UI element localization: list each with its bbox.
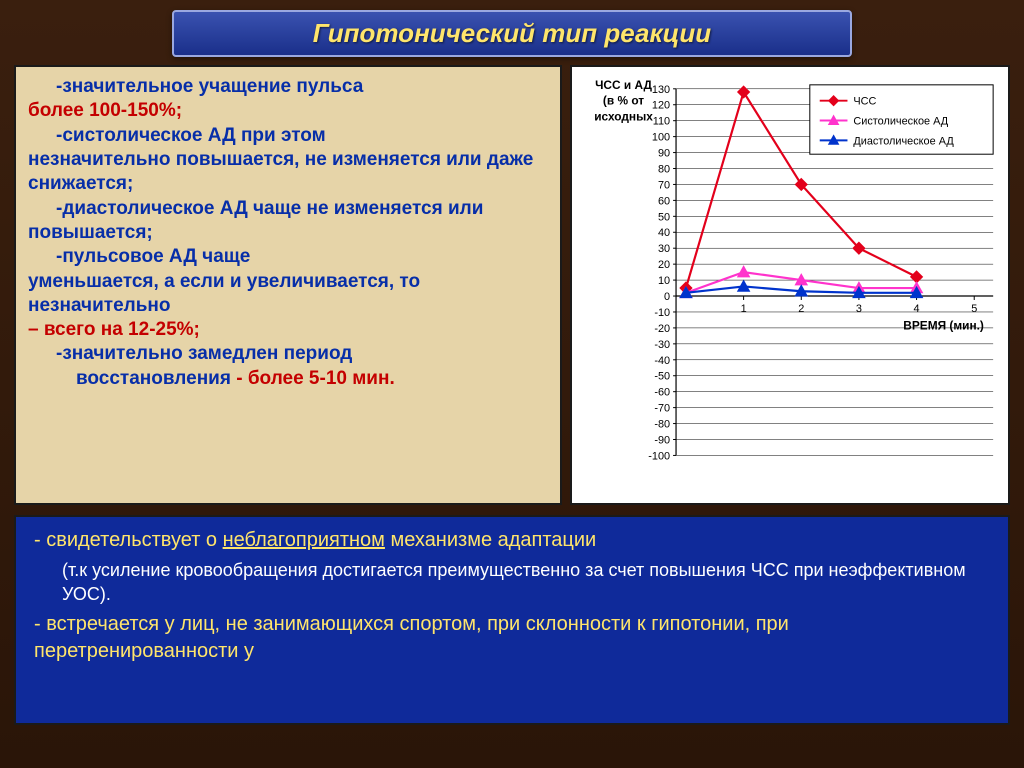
- tp-l1b: более 100-150%;: [28, 100, 182, 121]
- svg-text:-50: -50: [654, 371, 670, 383]
- svg-text:100: 100: [652, 132, 670, 144]
- svg-text:-20: -20: [654, 323, 670, 335]
- svg-text:50: 50: [658, 211, 670, 223]
- svg-text:4: 4: [914, 303, 920, 315]
- svg-text:-40: -40: [654, 355, 670, 367]
- svg-text:80: 80: [658, 163, 670, 175]
- tp-l2b: незначительно повышается, не изменяется …: [28, 149, 533, 194]
- slide: Гипотонический тип реакции -значительное…: [0, 0, 1024, 768]
- f1a: - свидетельствует о: [34, 529, 223, 551]
- svg-text:-30: -30: [654, 339, 670, 351]
- svg-text:ЧСС и АД: ЧСС и АД: [595, 78, 652, 92]
- tp-l1a: -значительное учащение пульса: [56, 76, 363, 97]
- svg-text:-70: -70: [654, 403, 670, 415]
- svg-text:70: 70: [658, 179, 670, 191]
- svg-text:-90: -90: [654, 434, 670, 446]
- svg-text:-60: -60: [654, 387, 670, 399]
- svg-text:ВРЕМЯ (мин.): ВРЕМЯ (мин.): [903, 319, 984, 333]
- svg-text:60: 60: [658, 195, 670, 207]
- slide-title: Гипотонический тип реакции: [184, 18, 840, 49]
- svg-text:Систолическое АД: Систолическое АД: [853, 115, 948, 127]
- svg-text:2: 2: [798, 303, 804, 315]
- svg-text:-80: -80: [654, 419, 670, 431]
- tp-l4b: уменьшается, а если и увеличивается, то …: [28, 271, 420, 316]
- text-panel: -значительное учащение пульса более 100-…: [14, 65, 562, 505]
- svg-text:90: 90: [658, 148, 670, 160]
- tp-l3: -диастолическое АД чаще не изменяется ил…: [28, 198, 483, 243]
- svg-text:исходных: исходных: [594, 110, 653, 124]
- svg-text:10: 10: [658, 275, 670, 287]
- svg-text:120: 120: [652, 100, 670, 112]
- f3: - встречается у лиц, не занимающихся спо…: [34, 613, 789, 662]
- tp-l4c: – всего на 12-25%;: [28, 319, 200, 340]
- svg-text:5: 5: [971, 303, 977, 315]
- f1b: неблагоприятном: [223, 529, 385, 551]
- svg-text:0: 0: [664, 291, 670, 303]
- tp-l5c: - более 5-10 мин.: [231, 368, 395, 389]
- tp-l5b: восстановления: [76, 368, 231, 389]
- f2: (т.к усиление кровообращения достигается…: [62, 560, 966, 604]
- content-row: -значительное учащение пульса более 100-…: [14, 65, 1010, 505]
- line-chart: ЧСС и АД(в % отисходных-100-90-80-70-60-…: [572, 67, 1008, 503]
- svg-text:20: 20: [658, 259, 670, 271]
- svg-text:ЧСС: ЧСС: [853, 96, 876, 108]
- tp-l2a: -систолическое АД при этом: [56, 125, 326, 146]
- title-banner: Гипотонический тип реакции: [172, 10, 852, 57]
- chart-panel: ЧСС и АД(в % отисходных-100-90-80-70-60-…: [570, 65, 1010, 505]
- svg-text:Диастолическое АД: Диастолическое АД: [853, 135, 954, 147]
- svg-text:-10: -10: [654, 307, 670, 319]
- svg-text:110: 110: [653, 116, 670, 128]
- svg-text:(в % от: (в % от: [603, 94, 644, 108]
- svg-text:30: 30: [658, 243, 670, 255]
- tp-l5a: -значительно замедлен период: [56, 343, 352, 364]
- svg-text:1: 1: [741, 303, 747, 315]
- svg-text:130: 130: [652, 84, 670, 96]
- svg-text:40: 40: [658, 227, 670, 239]
- footer-panel: - свидетельствует о неблагоприятном меха…: [14, 515, 1010, 725]
- tp-l4a: -пульсовое АД чаще: [56, 246, 250, 267]
- f1c: механизме адаптации: [385, 529, 596, 551]
- svg-text:-100: -100: [648, 450, 670, 462]
- svg-text:3: 3: [856, 303, 862, 315]
